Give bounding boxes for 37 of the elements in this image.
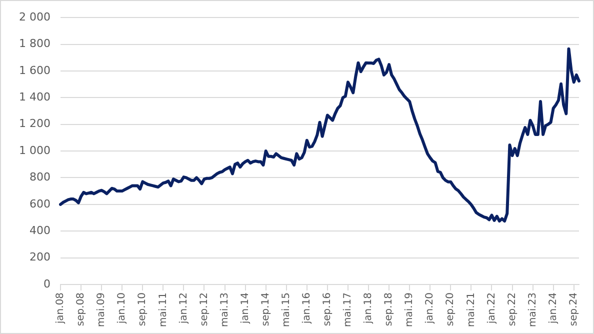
y-tick-label: 400 bbox=[29, 224, 50, 237]
y-tick-label: 200 bbox=[29, 250, 50, 264]
x-tick-label: mai.23 bbox=[527, 292, 538, 328]
x-tick-label: jan.16 bbox=[302, 292, 313, 325]
x-tick-label: jan.20 bbox=[424, 292, 436, 325]
x-tick-label: mai.11 bbox=[158, 292, 169, 328]
x-tick-label: sep.08 bbox=[76, 292, 87, 326]
y-tick-label: 600 bbox=[29, 197, 50, 210]
x-tick-label: sep.10 bbox=[137, 292, 148, 326]
y-tick-label: 1 200 bbox=[18, 117, 50, 130]
y-tick-label: 1 600 bbox=[18, 64, 50, 77]
x-tick-label: sep.20 bbox=[445, 292, 456, 326]
x-tick-label: jan.12 bbox=[178, 292, 190, 325]
x-tick-label: sep.12 bbox=[198, 292, 210, 326]
x-tick-label: jan.10 bbox=[116, 292, 128, 325]
x-tick-label: mai.21 bbox=[466, 292, 477, 328]
x-tick-label: sep.16 bbox=[322, 292, 334, 326]
x-tick-label: sep.22 bbox=[506, 292, 518, 326]
x-tick-label: mai.09 bbox=[96, 292, 108, 328]
x-tick-label: jan.22 bbox=[486, 292, 498, 325]
x-tick-label: sep.24 bbox=[568, 292, 580, 326]
x-tick-label: mai.13 bbox=[219, 292, 230, 328]
x-tick-label: jan.14 bbox=[240, 292, 251, 325]
y-tick-label: 2 000 bbox=[18, 10, 50, 24]
y-tick-label: 1 000 bbox=[18, 144, 50, 157]
y-tick-label: 1 400 bbox=[18, 90, 50, 104]
x-tick-label: jan.08 bbox=[55, 292, 66, 325]
x-tick-label: sep.14 bbox=[260, 292, 272, 326]
x-tick-label: mai.17 bbox=[342, 292, 354, 328]
y-tick-label: 1 800 bbox=[18, 37, 50, 50]
y-tick-label: 0 bbox=[43, 277, 50, 290]
x-tick-label: sep.18 bbox=[384, 292, 395, 326]
y-tick-label: 800 bbox=[29, 170, 50, 184]
x-tick-label: jan.24 bbox=[548, 292, 559, 325]
x-tick-label: jan.18 bbox=[363, 292, 374, 325]
x-tick-label: mai.15 bbox=[280, 292, 292, 328]
x-tick-label: mai.19 bbox=[404, 292, 416, 328]
